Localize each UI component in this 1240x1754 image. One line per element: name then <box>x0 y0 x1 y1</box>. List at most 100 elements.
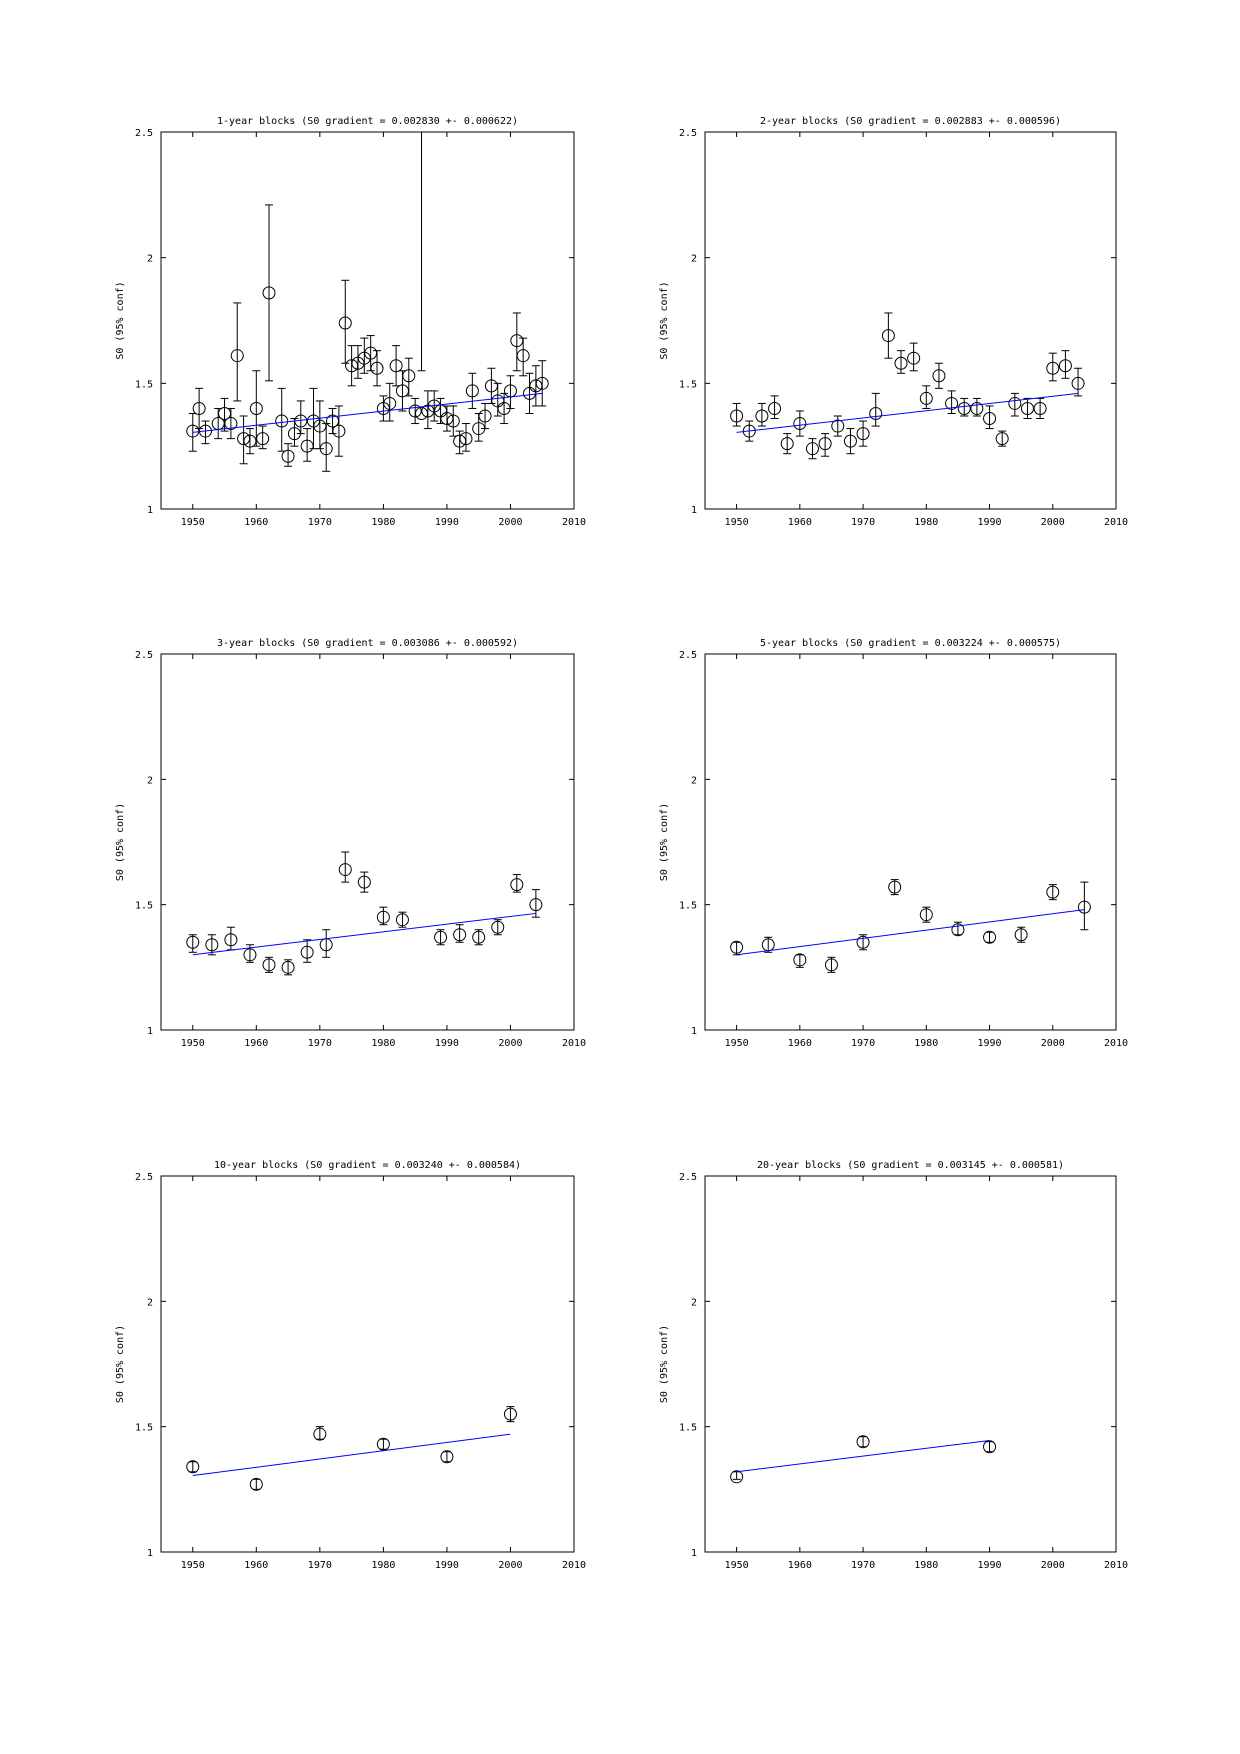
plot-frame <box>160 131 575 510</box>
data-point <box>780 433 794 455</box>
point-marker <box>1046 885 1060 899</box>
data-point <box>281 959 295 976</box>
x-tick-label: 1950 <box>725 1038 749 1049</box>
point-marker <box>230 349 244 363</box>
point-marker <box>831 419 845 433</box>
chart-panel-6: 20-year blocks (S0 gradient = 0.003145 +… <box>659 1160 1128 1571</box>
data-point <box>262 204 276 382</box>
point-marker <box>957 401 971 415</box>
plot-frame <box>704 1175 1117 1553</box>
data-point <box>983 1440 997 1454</box>
data-point <box>275 387 289 452</box>
point-marker <box>224 933 238 947</box>
data-point <box>535 360 549 407</box>
point-marker <box>1058 359 1072 373</box>
x-tick-label: 2010 <box>562 1560 586 1571</box>
point-marker <box>243 948 257 962</box>
point-marker <box>186 424 200 438</box>
point-marker <box>881 329 895 343</box>
x-tick-label: 2010 <box>1104 1038 1128 1049</box>
point-marker <box>856 1435 870 1449</box>
data-point <box>793 410 807 437</box>
point-marker <box>888 880 902 894</box>
data-point <box>510 874 524 893</box>
x-tick-label: 2000 <box>1041 517 1065 528</box>
data-point <box>824 956 838 973</box>
point-marker <box>186 935 200 949</box>
data-point <box>503 1406 517 1423</box>
chart-title: 20-year blocks (S0 gradient = 0.003145 +… <box>757 1160 1064 1171</box>
x-tick-label: 1970 <box>308 1560 332 1571</box>
y-axis-label: S0 (95% conf) <box>115 281 126 359</box>
chart-panel-5: 10-year blocks (S0 gradient = 0.003240 +… <box>115 1160 586 1571</box>
data-point <box>945 390 959 414</box>
data-point <box>218 397 232 432</box>
data-point <box>319 423 333 472</box>
point-marker <box>332 424 346 438</box>
data-point <box>856 934 870 951</box>
data-point <box>205 934 219 956</box>
chart-title: 1-year blocks (S0 gradient = 0.002830 +-… <box>217 116 518 127</box>
point-marker <box>824 958 838 972</box>
point-marker <box>205 938 219 952</box>
x-tick-label: 1980 <box>371 1038 395 1049</box>
point-marker <box>459 432 473 446</box>
point-marker <box>730 1470 744 1484</box>
point-marker <box>793 417 807 431</box>
x-tick-label: 1990 <box>435 1560 459 1571</box>
data-point <box>453 430 467 455</box>
y-tick-label: 2.5 <box>135 128 153 139</box>
x-tick-label: 1950 <box>181 1038 205 1049</box>
data-point <box>472 412 486 442</box>
data-point <box>1046 884 1060 901</box>
fit-line <box>192 1433 511 1477</box>
point-marker <box>529 898 543 912</box>
data-point <box>881 312 895 359</box>
data-point <box>843 428 857 455</box>
point-marker <box>249 1477 263 1491</box>
point-marker <box>376 910 390 924</box>
point-marker <box>281 449 295 463</box>
point-marker <box>453 928 467 942</box>
x-tick-label: 1950 <box>725 1560 749 1571</box>
data-point <box>357 337 371 374</box>
data-point <box>230 302 244 402</box>
x-tick-label: 1980 <box>914 1038 938 1049</box>
x-tick-label: 2000 <box>498 517 522 528</box>
x-tick-label: 1950 <box>181 517 205 528</box>
data-point <box>919 906 933 923</box>
data-point <box>1033 397 1047 420</box>
data-point <box>805 438 819 460</box>
data-point <box>332 405 346 457</box>
point-marker <box>408 404 422 418</box>
data-point <box>300 939 314 963</box>
point-marker <box>730 409 744 423</box>
y-tick-label: 2.5 <box>679 128 697 139</box>
data-point <box>262 956 276 973</box>
x-tick-label: 2000 <box>498 1038 522 1049</box>
x-tick-label: 1970 <box>851 517 875 528</box>
x-tick-label: 1970 <box>308 517 332 528</box>
point-marker <box>945 396 959 410</box>
data-point <box>523 372 537 414</box>
data-point <box>198 420 212 445</box>
data-point <box>256 425 270 450</box>
point-marker <box>932 369 946 383</box>
point-marker <box>446 414 460 428</box>
data-point <box>376 906 390 926</box>
point-marker <box>319 442 333 456</box>
data-point <box>856 420 870 447</box>
point-marker <box>516 349 530 363</box>
point-marker <box>402 369 416 383</box>
x-tick-label: 1970 <box>308 1038 332 1049</box>
y-tick-label: 2 <box>691 775 697 786</box>
data-point <box>516 337 530 377</box>
x-tick-label: 1990 <box>435 1038 459 1049</box>
point-marker <box>224 417 238 431</box>
point-marker <box>383 396 397 410</box>
y-tick-label: 2.5 <box>135 1172 153 1183</box>
data-point <box>192 387 206 430</box>
y-tick-label: 1.5 <box>135 1423 153 1434</box>
data-point <box>376 1437 390 1451</box>
